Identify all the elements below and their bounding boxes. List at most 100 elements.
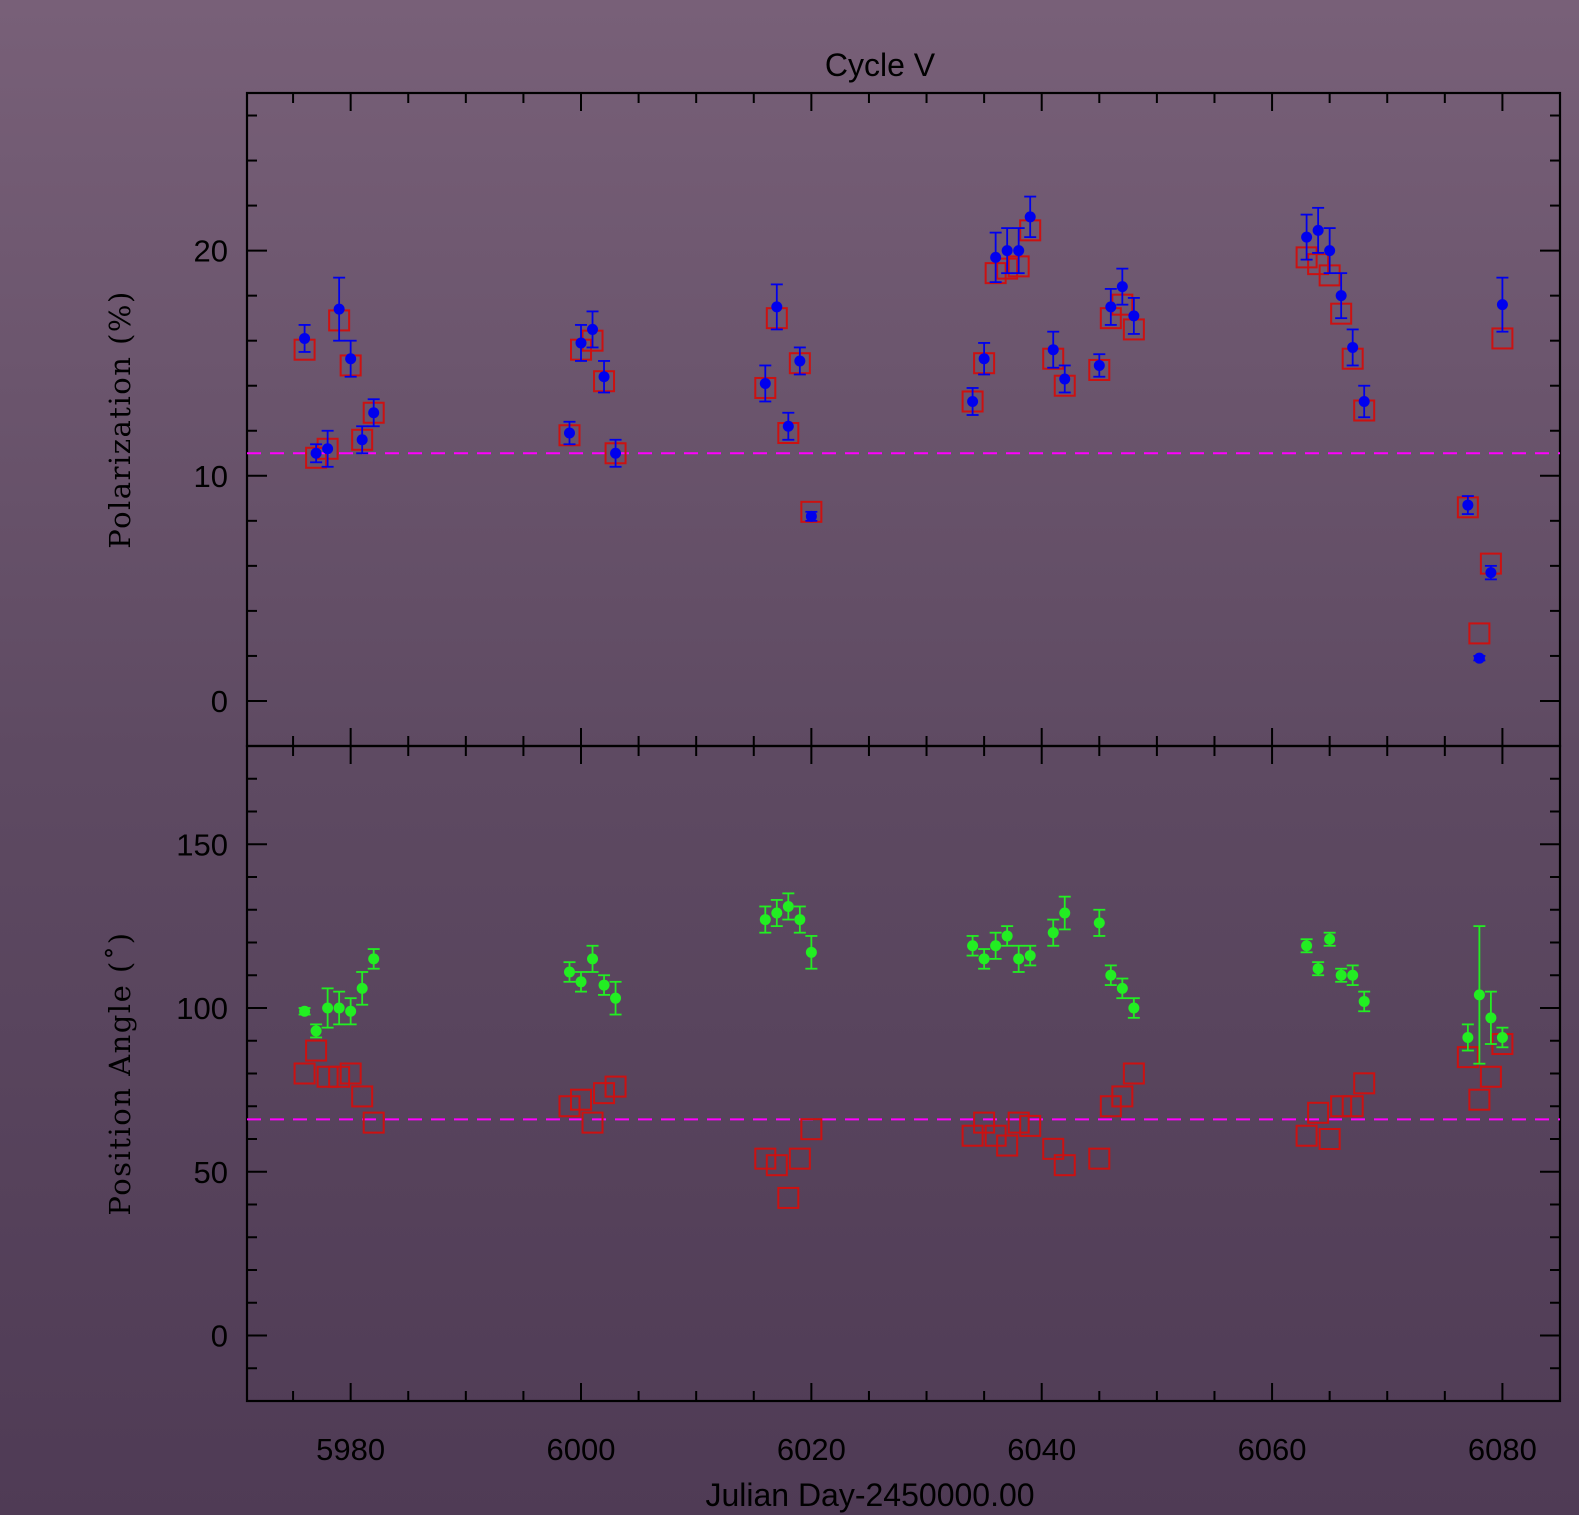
data-point	[805, 510, 817, 522]
model-square	[604, 1075, 627, 1098]
data-point	[794, 914, 806, 926]
data-point	[368, 407, 380, 419]
x-tick-label: 6000	[547, 1432, 616, 1467]
y-tick-label: 50	[194, 1155, 228, 1190]
data-point	[782, 420, 794, 432]
model-square	[1295, 1124, 1318, 1147]
data-point	[333, 1002, 345, 1014]
panels: 0 10 20 Polarization (%) 0 50 100 150 Position A…	[103, 91, 1562, 1467]
data-point	[1093, 359, 1105, 371]
data-point	[587, 323, 599, 335]
y-tick-label: 0	[211, 1319, 228, 1354]
data-point	[1358, 395, 1370, 407]
x-tick-label: 6080	[1468, 1432, 1537, 1467]
model-square	[800, 1118, 823, 1141]
data-point	[978, 953, 990, 965]
y-axis-label-polarization: Polarization (%)	[103, 290, 137, 549]
model-square	[362, 1111, 385, 1134]
model-square	[1318, 1128, 1341, 1150]
model-square	[1479, 1065, 1502, 1088]
model-square	[293, 1062, 316, 1085]
x-tick-label: 6040	[1007, 1432, 1076, 1467]
model-square	[1019, 1114, 1042, 1137]
y-tick-label: 10	[194, 459, 228, 494]
model-square	[1122, 1062, 1145, 1085]
data-point	[563, 427, 575, 439]
model-square	[593, 1082, 616, 1105]
model-square	[558, 1095, 581, 1118]
model-square	[1330, 1095, 1353, 1118]
y-tick-label: 100	[176, 991, 228, 1026]
data-point	[368, 953, 380, 965]
data-point	[1128, 1002, 1140, 1014]
data-point	[1013, 953, 1025, 965]
data-point	[1312, 963, 1324, 975]
y-tick-label: 150	[176, 827, 228, 862]
model-square	[570, 1088, 593, 1111]
data-point	[1496, 1031, 1508, 1043]
x-tick-label: 6060	[1238, 1432, 1307, 1467]
data-point	[356, 434, 368, 446]
data-point	[1128, 310, 1140, 322]
model-square	[765, 1154, 788, 1177]
data-point	[299, 1005, 311, 1017]
model-square	[777, 1186, 800, 1209]
model-square	[1468, 1088, 1491, 1111]
data-point	[322, 443, 334, 455]
data-point	[1093, 917, 1105, 929]
data-point	[1105, 969, 1117, 981]
data-point	[1047, 927, 1059, 939]
data-point	[805, 946, 817, 958]
data-point	[575, 976, 587, 988]
y-tick-label: 0	[211, 684, 228, 719]
model-square	[351, 1085, 374, 1108]
data-point	[1347, 341, 1359, 353]
model-square	[961, 1124, 984, 1147]
model-square	[788, 1147, 811, 1170]
data-point	[1485, 1012, 1497, 1024]
data-point	[1335, 969, 1347, 981]
model-square	[1307, 253, 1330, 276]
data-point	[978, 353, 990, 365]
data-point	[610, 992, 622, 1004]
y-axis-label-position_angle: Position Angle (˚)	[103, 931, 137, 1215]
data-point	[322, 1002, 334, 1014]
data-point	[610, 447, 622, 459]
data-point	[990, 940, 1002, 952]
data-point	[990, 251, 1002, 263]
y-tick-label: 20	[194, 234, 228, 269]
data-point	[575, 337, 587, 349]
data-point	[1047, 344, 1059, 356]
data-point	[598, 371, 610, 383]
data-point	[759, 377, 771, 389]
data-point	[299, 332, 311, 344]
data-point	[356, 982, 368, 994]
data-point	[759, 914, 771, 926]
data-point	[1116, 982, 1128, 994]
model-square	[1088, 1147, 1111, 1170]
data-point	[1462, 1031, 1474, 1043]
model-square	[754, 1147, 777, 1170]
data-point	[1013, 245, 1025, 257]
data-point	[1324, 245, 1336, 257]
data-point	[345, 353, 357, 365]
data-point	[1496, 299, 1508, 311]
data-point	[1335, 290, 1347, 302]
data-point	[310, 1025, 322, 1037]
data-point	[1347, 969, 1359, 981]
data-point	[794, 355, 806, 367]
data-point	[333, 303, 345, 315]
data-point	[1312, 224, 1324, 236]
data-point	[310, 447, 322, 459]
data-point	[587, 953, 599, 965]
data-point	[771, 907, 783, 919]
model-square	[1468, 622, 1491, 645]
data-point	[1116, 281, 1128, 293]
data-point	[967, 395, 979, 407]
data-point	[1485, 567, 1497, 579]
data-point	[1358, 995, 1370, 1007]
data-point	[345, 1005, 357, 1017]
model-square	[1007, 1111, 1030, 1134]
x-tick-label: 6020	[777, 1432, 846, 1467]
